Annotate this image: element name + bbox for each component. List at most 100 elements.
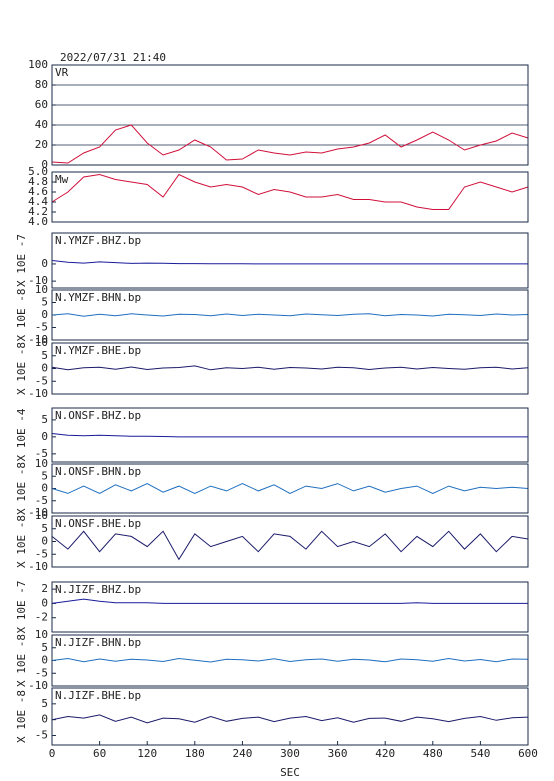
panel-frame — [51, 634, 529, 687]
x-tick-label: 420 — [375, 747, 395, 760]
x-tick-label: 360 — [328, 747, 348, 760]
y-tick-label: -5 — [35, 447, 48, 460]
panel-label: N.JIZF.BHE.bp — [55, 689, 141, 702]
y-tick-label: -10 — [28, 274, 48, 287]
series-line — [51, 173, 529, 210]
y-tick-label: 100 — [28, 58, 48, 71]
panel-label: N.YMZF.BHE.bp — [55, 344, 141, 357]
panel-label: N.JIZF.BHN.bp — [55, 636, 141, 649]
y-axis-label: X 10E -8 — [15, 289, 28, 342]
y-axis-label: X 10E -4 — [15, 408, 28, 461]
x-tick-label: 540 — [470, 747, 490, 760]
y-tick-label: 40 — [35, 118, 48, 131]
y-tick-label: 5.0 — [28, 165, 48, 178]
y-tick-label: -5 — [35, 494, 48, 507]
y-axis-label: X 10E -7 — [15, 234, 28, 287]
panel-label: N.YMZF.BHN.bp — [55, 291, 141, 304]
series-line — [51, 260, 528, 265]
y-tick-label: 0 — [41, 713, 48, 726]
y-tick-label: -10 — [28, 387, 48, 400]
y-tick-label: -2 — [35, 611, 48, 624]
y-tick-label: 0 — [41, 158, 48, 171]
panel-frame — [51, 515, 529, 568]
series-line — [51, 365, 529, 371]
panel-frame — [51, 463, 529, 514]
y-axis-label: X 10E -8 — [15, 342, 28, 395]
series-line — [51, 714, 529, 724]
y-tick-label: 4.0 — [28, 215, 48, 228]
y-tick-label: -5 — [35, 666, 48, 679]
y-tick-label: 0 — [41, 535, 48, 548]
y-tick-label: 10 — [35, 283, 48, 296]
y-tick-label: 4.6 — [28, 185, 48, 198]
panel-label: Mw — [55, 173, 69, 186]
series-line — [51, 483, 529, 494]
figure-title: 2022/07/31 21:40 — [60, 51, 166, 64]
y-tick-label: 4.2 — [28, 205, 48, 218]
y-tick-label: 0 — [41, 362, 48, 375]
panel-frame — [51, 342, 529, 395]
y-tick-label: 0 — [41, 654, 48, 667]
y-tick-label: 2 — [41, 582, 48, 595]
y-tick-label: -10 — [28, 506, 48, 519]
y-axis-label: X 10E -8 — [15, 462, 28, 515]
y-tick-label: -10 — [28, 333, 48, 346]
y-tick-label: 5 — [41, 349, 48, 362]
y-tick-label: -10 — [28, 560, 48, 573]
series-line — [51, 433, 528, 438]
panel-frame — [51, 407, 529, 463]
y-tick-label: -5 — [35, 547, 48, 560]
series-line — [51, 598, 528, 604]
x-tick-label: 60 — [93, 747, 106, 760]
y-axis-label: X 10E -7 — [15, 581, 28, 634]
panel-label: N.ONSF.BHN.bp — [55, 465, 141, 478]
x-tick-label: 120 — [137, 747, 157, 760]
x-tick-label: 240 — [232, 747, 252, 760]
series-line — [51, 313, 529, 317]
x-tick-label: 480 — [423, 747, 443, 760]
y-tick-label: 5 — [41, 296, 48, 309]
panel-frame — [51, 64, 529, 166]
series-line — [51, 657, 529, 663]
y-tick-label: 0 — [41, 308, 48, 321]
y-tick-label: 0 — [41, 430, 48, 443]
y-tick-label: 10 — [35, 509, 48, 522]
y-tick-label: 0 — [41, 596, 48, 609]
y-tick-label: 10 — [35, 336, 48, 349]
y-tick-label: 4.8 — [28, 175, 48, 188]
panel-label: N.ONSF.BHE.bp — [55, 517, 141, 530]
panel-label: N.YMZF.BHZ.bp — [55, 234, 141, 247]
y-tick-label: 80 — [35, 78, 48, 91]
panel-label: N.ONSF.BHZ.bp — [55, 409, 141, 422]
x-tick-label: 300 — [280, 747, 300, 760]
panel-frame — [51, 581, 529, 633]
y-tick-label: 5 — [41, 522, 48, 535]
y-tick-label: 0 — [41, 257, 48, 270]
x-tick-label: 600 — [518, 747, 538, 760]
x-tick-label: 180 — [185, 747, 205, 760]
series-line — [51, 530, 529, 561]
panel-frame — [51, 232, 529, 289]
y-tick-label: 20 — [35, 138, 48, 151]
panel-label: VR — [55, 66, 69, 79]
y-tick-label: 5 — [41, 697, 48, 710]
y-tick-label: 60 — [35, 98, 48, 111]
panel-frame — [51, 171, 529, 223]
y-tick-label: 10 — [35, 628, 48, 641]
series-line — [51, 124, 529, 164]
y-axis-label: X 10E -8 — [15, 690, 28, 743]
x-tick-label: 0 — [49, 747, 56, 760]
panel-label: N.JIZF.BHZ.bp — [55, 583, 141, 596]
y-tick-label: 10 — [35, 457, 48, 470]
y-tick-label: -5 — [35, 321, 48, 334]
y-axis-label: X 10E -8 — [15, 515, 28, 568]
x-axis-label: SEC — [280, 766, 300, 779]
y-axis-label: X 10E -8 — [15, 634, 28, 687]
y-tick-label: 4.4 — [28, 195, 48, 208]
y-tick-label: 0 — [41, 482, 48, 495]
y-tick-label: -5 — [35, 374, 48, 387]
y-tick-label: 5 — [41, 641, 48, 654]
y-tick-label: 5 — [41, 413, 48, 426]
y-tick-label: 5 — [41, 469, 48, 482]
